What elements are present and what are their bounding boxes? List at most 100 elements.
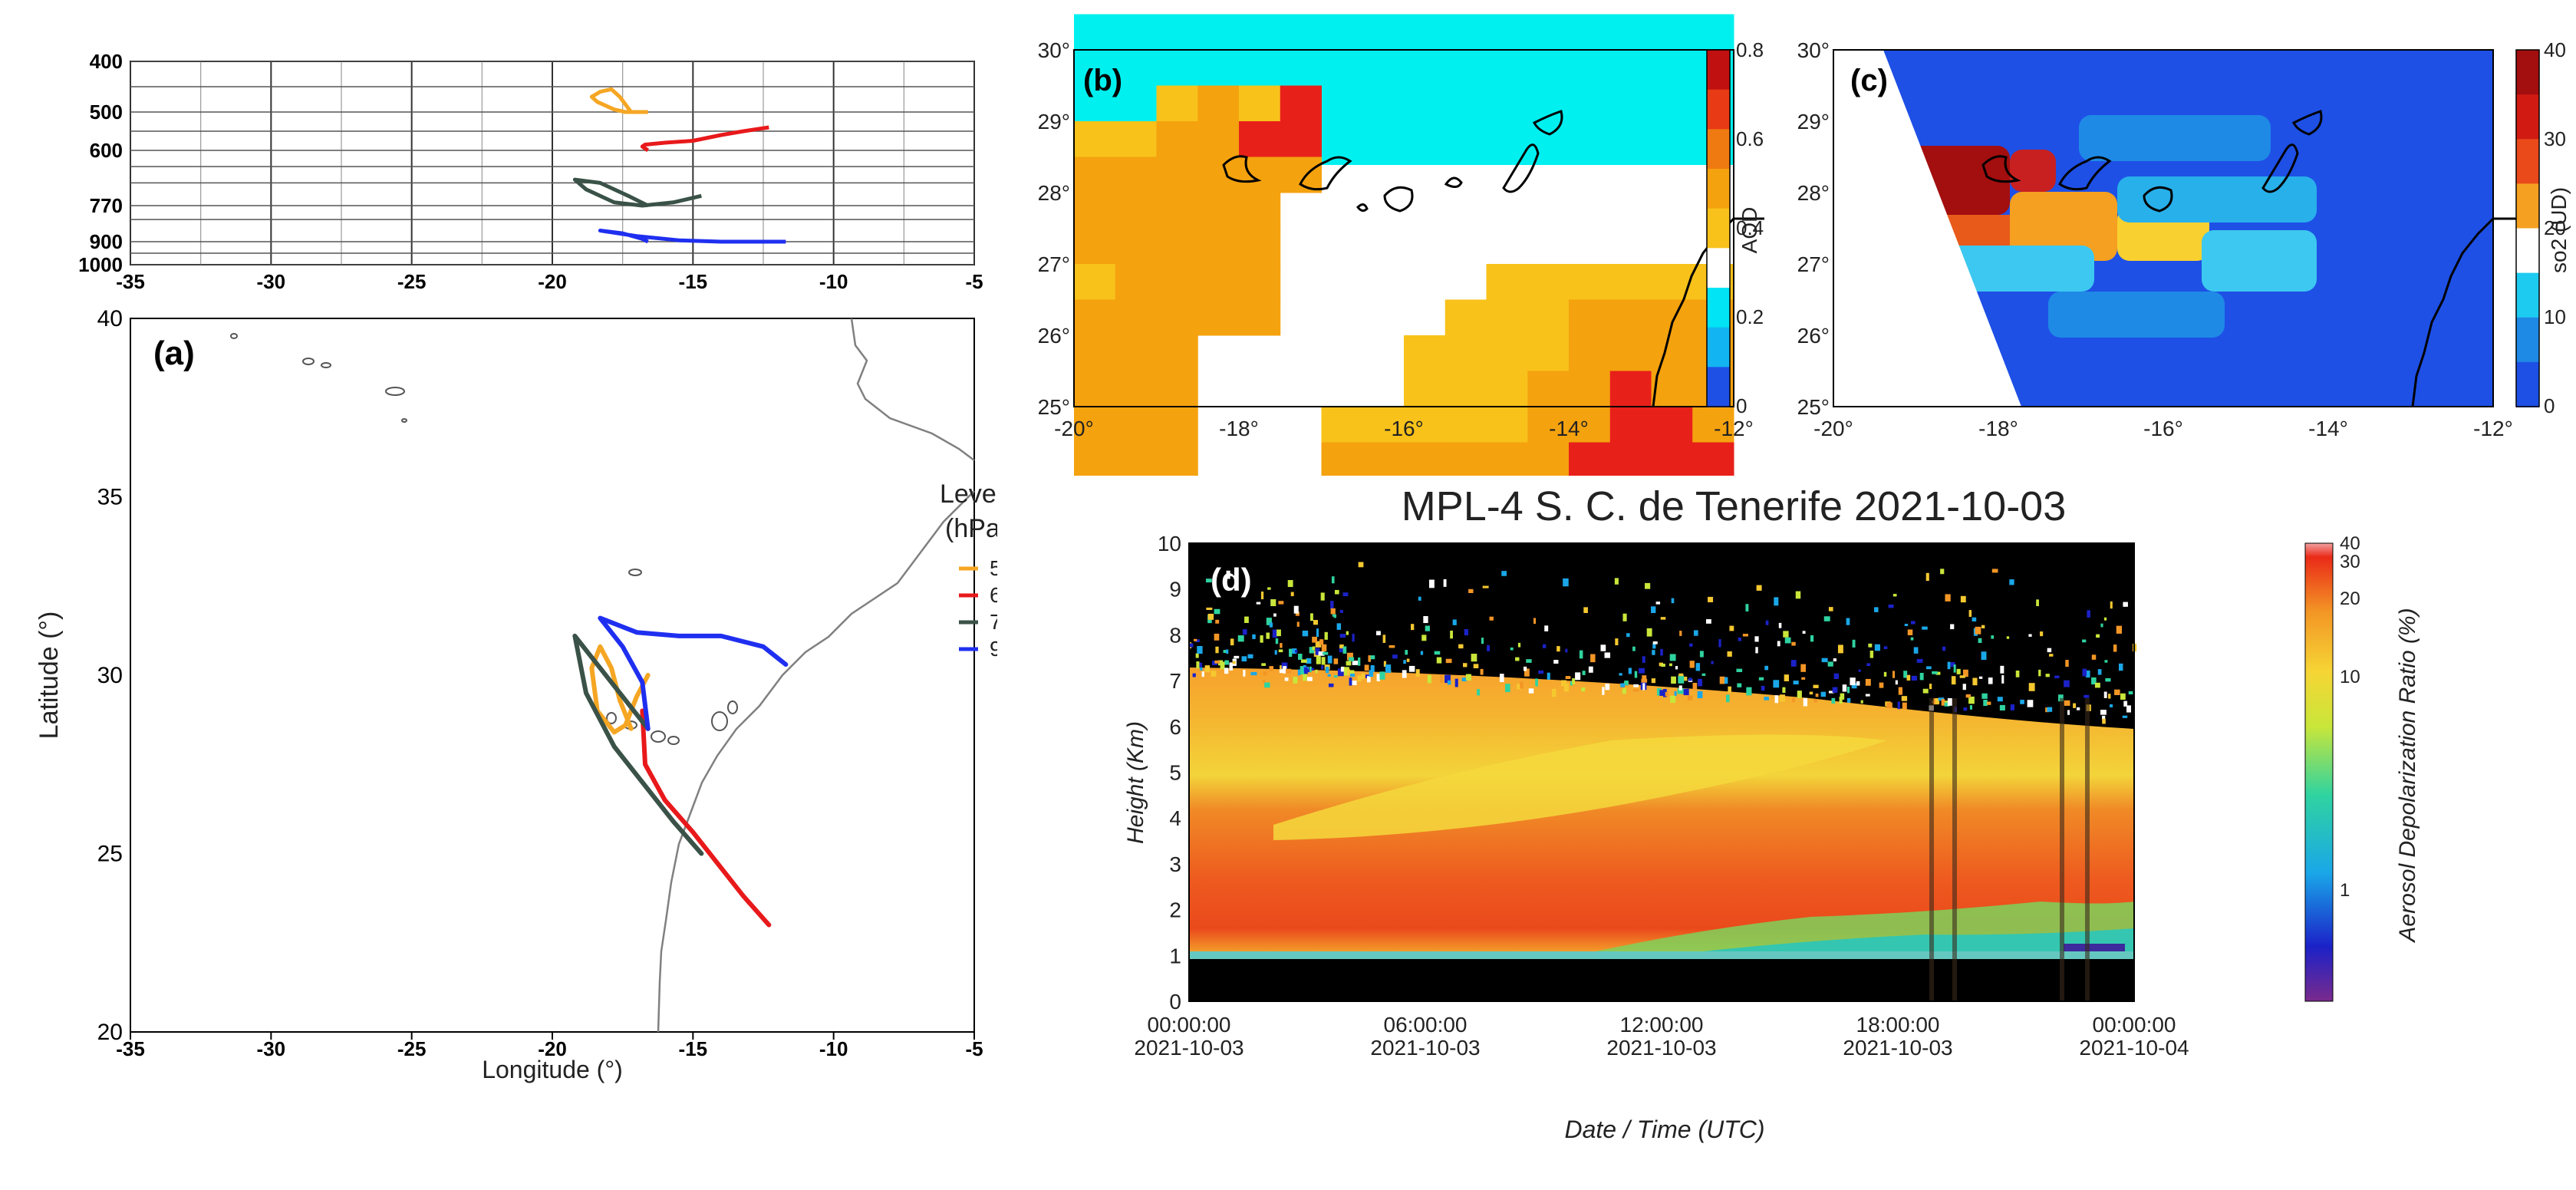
d-cloud-speck [1951, 676, 1956, 685]
pressure-tick-label: 600 [90, 139, 123, 162]
d-cloud-speck [1403, 660, 1406, 664]
panel-b-colorbar: 0.8 0.6 0.4 0.2 0 AOD [1706, 38, 1764, 417]
d-cloud-speck [1195, 653, 1199, 658]
d-cloud-speck [1296, 621, 1300, 627]
d-cloud-speck [1267, 587, 1271, 590]
legend-label-500: 500 [990, 556, 997, 580]
d-streak [2085, 698, 2090, 1001]
c-colorbar-tick: 20 [2544, 216, 2566, 239]
d-cloud-speck [1919, 672, 1924, 681]
d-cloud-speck [1932, 671, 1938, 674]
d-cloud-speck [2049, 654, 2054, 657]
d-cloud-speck [1517, 684, 1522, 690]
b-aod-cell [1444, 14, 1487, 51]
d-cloud-speck [1777, 641, 1780, 647]
b-aod-cell [1074, 335, 1116, 371]
d-cloud-speck [2128, 691, 2133, 695]
b-aod-cell [1404, 442, 1446, 476]
d-cloud-speck [2091, 677, 2097, 685]
d-cloud-speck [1406, 658, 1410, 662]
b-aod-cell [1444, 335, 1487, 371]
d-cloud-speck [1349, 677, 1352, 686]
b-aod-cell [1280, 14, 1322, 51]
b-aod-cell [1569, 50, 1611, 86]
d-cloud-speck [1241, 656, 1247, 662]
d-cloud-speck [1947, 661, 1951, 670]
d-cloud-speck [1542, 644, 1547, 648]
b-lon-tick-label: -20° [1054, 417, 1094, 440]
d-cloud-speck [1945, 594, 1951, 602]
d-cloud-speck [2100, 623, 2103, 628]
d-cloud-speck [1657, 687, 1662, 696]
d-cloud-speck [1487, 644, 1491, 651]
b-aod-cell [1569, 371, 1611, 407]
d-cloud-speck [1642, 656, 1645, 663]
d-cloud-speck [1614, 578, 1619, 585]
d-cloud-speck [2015, 670, 2020, 677]
d-cloud-speck [1304, 667, 1308, 674]
d-cloud-speck [1960, 595, 1966, 603]
d-cloud-speck [1991, 635, 1995, 639]
d-cloud-speck [2100, 710, 2107, 715]
d-cloud-speck [1791, 641, 1796, 646]
d-height-tick-label: 5 [1169, 761, 1181, 785]
d-cloud-speck [1339, 609, 1343, 613]
d-cloud-speck [1482, 585, 1489, 588]
d-cloud-speck [1318, 651, 1325, 656]
d-height-tick-label: 4 [1169, 806, 1181, 830]
c-lat-tick-label: 26° [1797, 324, 1830, 348]
panel-c-label: (c) [1850, 64, 1888, 97]
d-cloud-speck [1264, 682, 1270, 688]
d-cloud-speck [1224, 660, 1229, 665]
b-colorbar-segment [1707, 129, 1730, 170]
d-cloud-speck [1942, 646, 1946, 651]
d-cloud-speck [1383, 661, 1387, 668]
b-aod-cell [1486, 14, 1528, 51]
b-aod-cell [1156, 121, 1198, 157]
b-aod-cell [1197, 264, 1240, 300]
d-cloud-speck [1764, 665, 1769, 671]
d-cloud-speck [1343, 667, 1349, 676]
d-cloud-speck [1489, 616, 1494, 621]
d-cloud-speck [1321, 644, 1327, 651]
d-cloud-speck [2118, 663, 2123, 671]
d-cloud-speck [1316, 656, 1321, 664]
b-aod-cell [1239, 85, 1281, 122]
d-cloud-speck [1907, 629, 1913, 635]
c-so2-region [2010, 150, 2056, 192]
d-cloud-speck [1247, 654, 1253, 659]
map-lat-tick-label: 20 [97, 1020, 123, 1045]
map-lon-tick-label: -5 [965, 1037, 983, 1060]
d-cloud-speck [1801, 677, 1806, 680]
c-lat-tick-label: 25° [1797, 395, 1830, 419]
panel-b: 30°29°28°27°26°25° -20° -18° -16° -14° -12° … [1038, 14, 1764, 476]
d-cloud-speck [1499, 674, 1504, 683]
d-cloud-speck [1588, 666, 1593, 673]
d-cloud-speck [1565, 676, 1571, 680]
d-cloud-speck [1699, 651, 1704, 658]
d-cloud-speck [1480, 668, 1484, 675]
d-cloud-speck [1385, 664, 1392, 674]
panel-b-label: (b) [1083, 64, 1122, 97]
b-aod-cell [1444, 407, 1487, 443]
d-cloud-speck [1560, 680, 1566, 687]
d-cloud-speck [1269, 622, 1273, 628]
b-aod-cell [1486, 407, 1528, 443]
d-cloud-speck [1336, 623, 1342, 630]
b-aod-cell [1651, 335, 1693, 371]
b-aod-cell [1156, 335, 1198, 371]
d-cloud-speck [1803, 697, 1808, 707]
d-cloud-speck [1689, 661, 1695, 668]
b-aod-cell [1156, 264, 1198, 300]
d-cloud-speck [1671, 598, 1675, 604]
b-aod-cell [1486, 442, 1528, 476]
d-colorbar-tick: 40 [2340, 533, 2360, 554]
d-cloud-speck [1575, 672, 1581, 681]
d-cloud-speck [1711, 661, 1714, 664]
d-cloud-speck [2123, 700, 2128, 707]
b-aod-cell [1609, 299, 1652, 336]
b-aod-cell [1362, 14, 1405, 51]
d-cloud-speck [1461, 677, 1468, 681]
d-cloud-speck [1693, 630, 1698, 636]
b-aod-cell [1197, 85, 1240, 122]
